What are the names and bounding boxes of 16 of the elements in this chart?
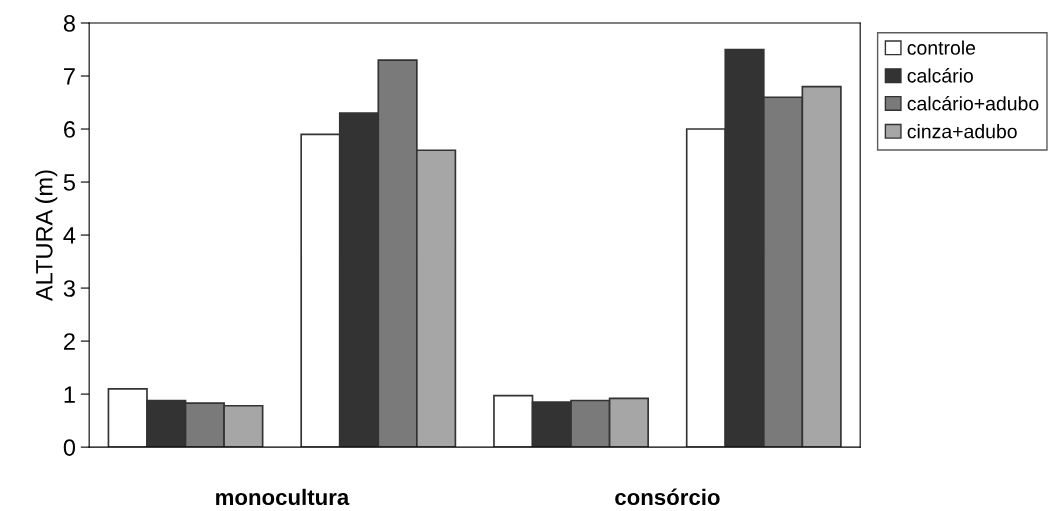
y-tick-label: 5 (63, 174, 75, 191)
legend-label: controle (907, 40, 976, 55)
text: consórcio (615, 488, 720, 506)
legend-label: calcário+adubo (907, 95, 1039, 111)
y-tick-label: 3 (63, 280, 75, 297)
y-tick-label: 4 (63, 227, 76, 244)
y-tick-label: 0 (63, 439, 76, 456)
y-tick-label: 7 (64, 68, 75, 85)
y-axis-title: ALTURA (m) (35, 170, 58, 302)
y-tick-label: 1 (64, 386, 75, 403)
y-tick-label: 6 (64, 121, 75, 138)
text: monocultura (216, 488, 350, 506)
legend-label: calcário (907, 68, 973, 83)
y-tick-label: 2 (64, 333, 75, 350)
y-tick-label: 8 (63, 15, 75, 32)
legend-label: cinza+adubo (907, 124, 1017, 139)
